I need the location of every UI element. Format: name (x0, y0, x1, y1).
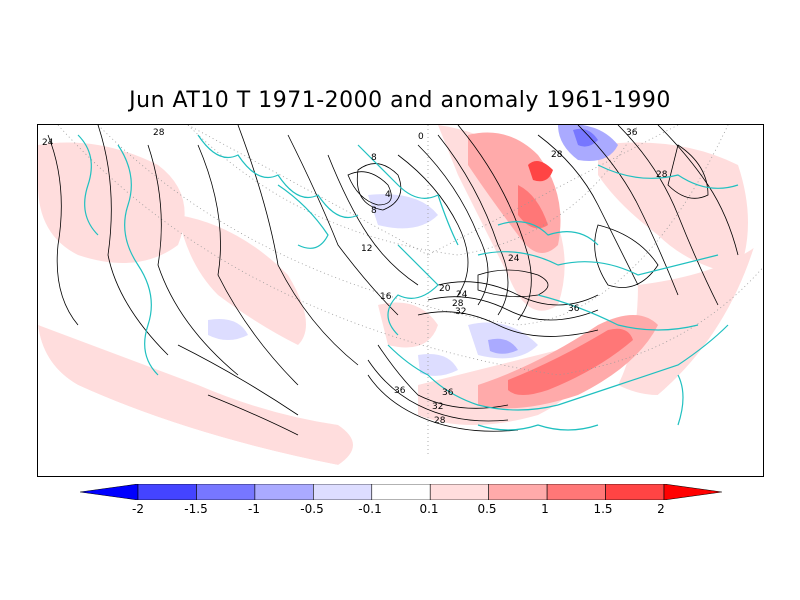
contour-label: 36 (442, 388, 454, 398)
contour-label: 32 (432, 402, 443, 412)
coastlines (77, 134, 739, 431)
colorbar-cell (546, 484, 606, 500)
contour-label: 8 (371, 206, 377, 216)
colorbar-label: -0.1 (358, 502, 382, 516)
colorbar-cells (80, 484, 722, 500)
colorbar-label: -1 (248, 502, 260, 516)
contour-label: 12 (361, 244, 372, 254)
contour-label: 16 (380, 292, 392, 302)
colorbar-cell (488, 484, 548, 500)
contour-labels: 24 28 0 36 8 28 4 8 28 12 24 16 20 24 28… (42, 128, 668, 426)
colorbar-cell (196, 484, 256, 500)
contour-label: 0 (418, 132, 424, 142)
contour-label: 28 (434, 416, 446, 426)
domain-outside (38, 213, 763, 476)
temperature-contours (47, 125, 739, 436)
contour-label: 32 (455, 307, 466, 317)
colorbar-cell (80, 484, 139, 500)
colorbar-label: -2 (132, 502, 144, 516)
contour-label: 36 (394, 386, 406, 396)
contour-label: 28 (551, 150, 563, 160)
colorbar-label: 2 (657, 502, 665, 516)
contour-label: 28 (452, 299, 464, 309)
colorbar (80, 484, 722, 500)
colorbar-label: 0.1 (419, 502, 439, 516)
contour-label: 8 (371, 153, 377, 163)
colorbar-cell (137, 484, 197, 500)
contour-label: 36 (568, 304, 580, 314)
colorbar-label: -1.5 (184, 502, 208, 516)
colorbar-cell (605, 484, 665, 500)
colorbar-label: -0.5 (300, 502, 324, 516)
contour-label: 24 (42, 138, 54, 148)
colorbar-label: 1 (541, 502, 549, 516)
colorbar-cell (254, 484, 314, 500)
colorbar-cell (371, 484, 431, 500)
contour-label: 28 (656, 170, 668, 180)
contour-label: 20 (439, 284, 451, 294)
contour-label: 4 (385, 190, 391, 200)
map-title: Jun AT10 T 1971-2000 and anomaly 1961-19… (129, 88, 671, 113)
colorbar-cell (313, 484, 373, 500)
contour-label: 28 (153, 128, 165, 138)
colorbar-label: 1.5 (593, 502, 613, 516)
contour-label: 24 (508, 254, 520, 264)
graticule (57, 125, 763, 455)
map-frame: 24 28 0 36 8 28 4 8 28 12 24 16 20 24 28… (37, 124, 764, 477)
colorbar-label: 0.5 (477, 502, 497, 516)
contour-label: 24 (456, 290, 468, 300)
contour-label: 36 (626, 128, 638, 138)
colorbar-cell (663, 484, 722, 500)
colorbar-cell (429, 484, 489, 500)
map-plot: 24 28 0 36 8 28 4 8 28 12 24 16 20 24 28… (38, 125, 763, 476)
